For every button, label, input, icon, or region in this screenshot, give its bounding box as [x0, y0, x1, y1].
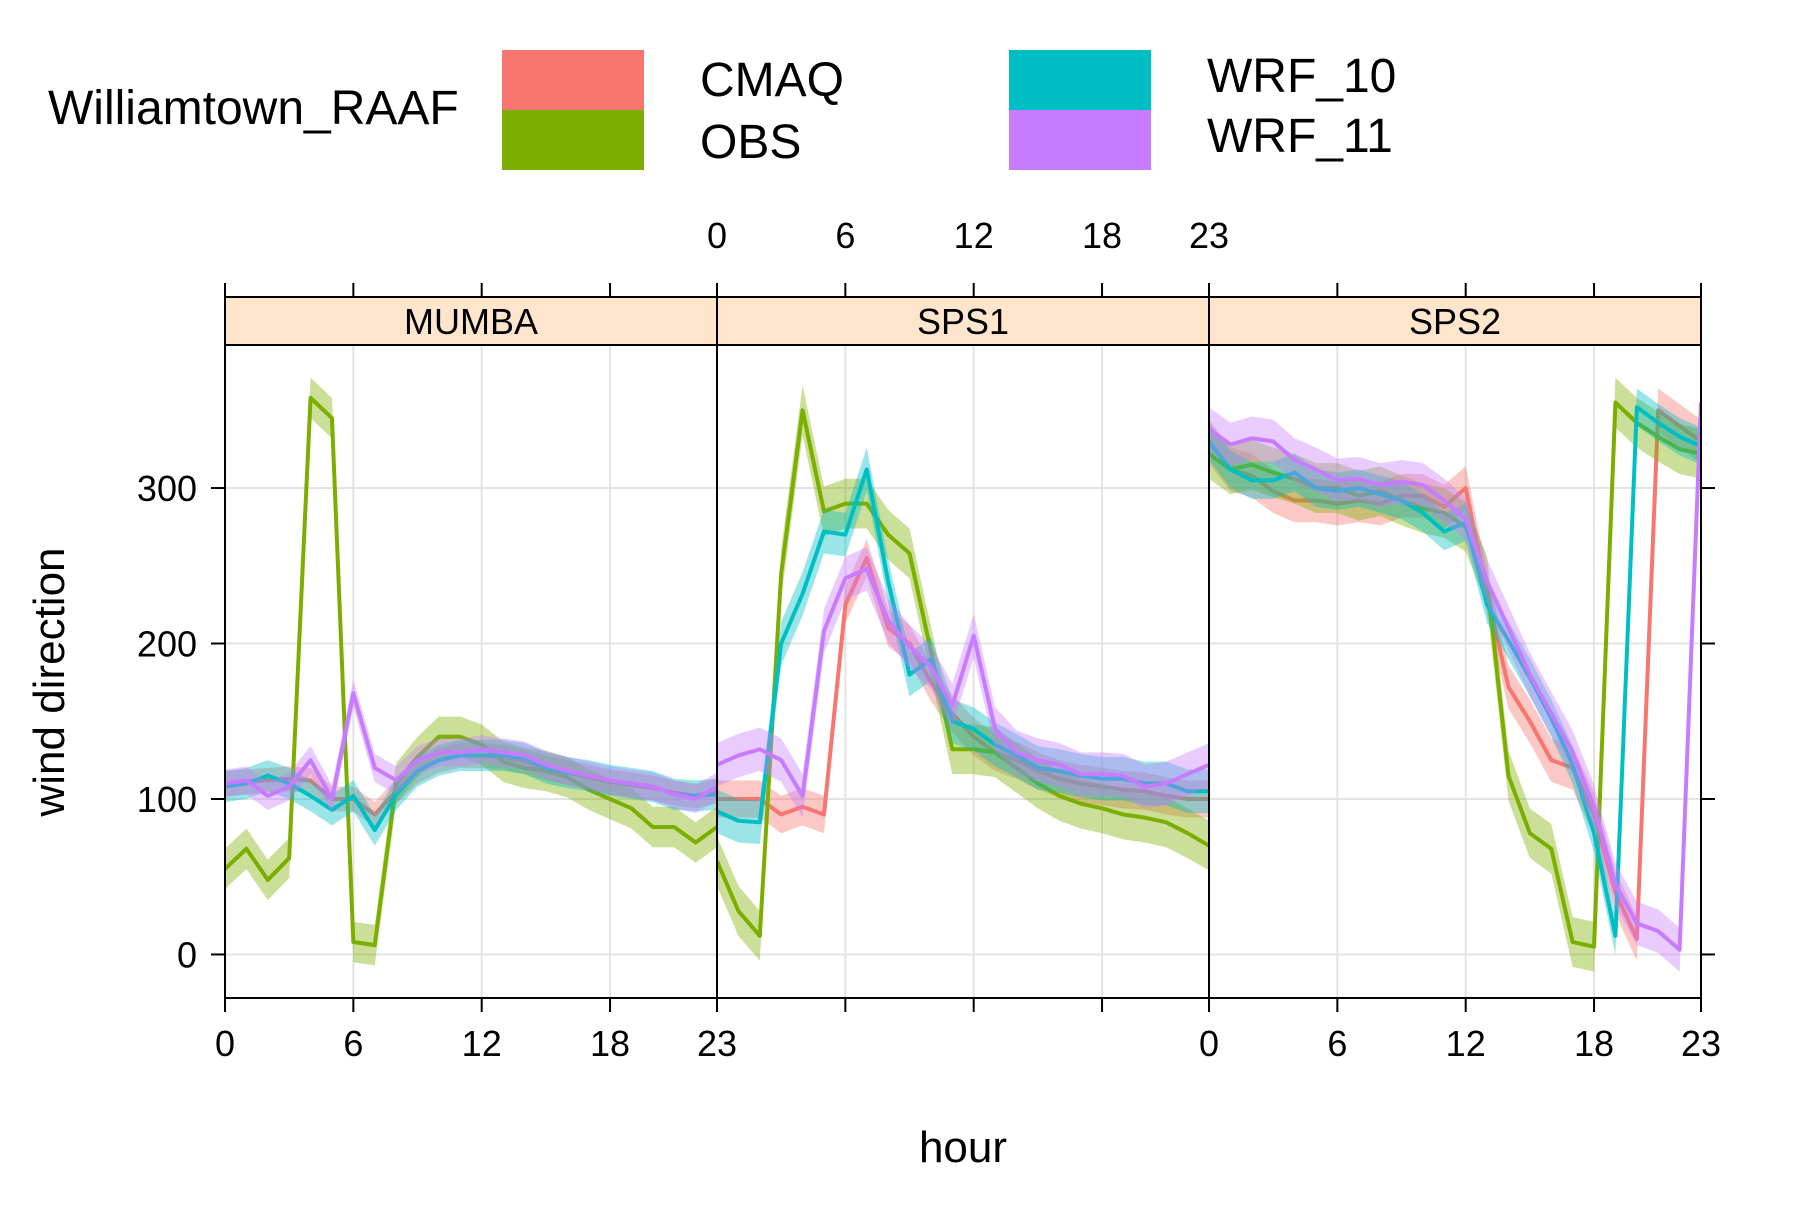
- line-obs-sps2: [1209, 400, 1701, 949]
- x-tick-label: 0: [215, 1023, 235, 1064]
- legend-swatch-obs: [502, 110, 644, 170]
- legend-label-obs: OBS: [700, 116, 801, 169]
- legend-swatch-cmaq: [502, 50, 644, 110]
- x-tick-label: 0: [1199, 1023, 1219, 1064]
- line-wrf11-sps2: [1209, 402, 1701, 952]
- x-axis-title: hour: [919, 1123, 1007, 1172]
- strip-sps2: [1208, 296, 1702, 346]
- plot-area: MUMBA SPS1 SPS2 0 6 12 18 23 0 6 12 18 23 0 6 12 18 23 0 10…: [137, 215, 1721, 1064]
- legend-swatch-wrf10: [1009, 50, 1151, 110]
- x-tick-label: 18: [590, 1023, 630, 1064]
- series-group: [1209, 377, 1701, 972]
- series-group: [717, 385, 1209, 961]
- line-cmaq-sps2: [1209, 408, 1701, 941]
- strip-label-mumba: MUMBA: [404, 301, 538, 342]
- x-tick-label: 12: [1446, 1023, 1486, 1064]
- line-wrf10-sps2: [1209, 405, 1701, 938]
- line-wrf11-sps1: [717, 566, 1209, 798]
- x-tick-label: 18: [1574, 1023, 1614, 1064]
- axes: 0 6 12 18 23 0 6 12 18 23 0 6 12 18 23 0 100 200 300: [137, 215, 1721, 1064]
- panel-sps2: SPS2: [1208, 296, 1702, 999]
- x-tick-label: 23: [1681, 1023, 1721, 1064]
- legend-label-cmaq: CMAQ: [700, 54, 844, 107]
- band-wrf10-sps1: [717, 447, 1209, 845]
- legend-swatch-wrf11: [1009, 110, 1151, 170]
- series-group: [225, 377, 717, 966]
- x-tick-label: 6: [343, 1023, 363, 1064]
- strip-label-sps2: SPS2: [1409, 301, 1501, 342]
- line-obs-mumba: [225, 395, 717, 948]
- y-axis-title: wind direction: [25, 547, 74, 817]
- band-wrf11-sps1: [717, 547, 1209, 818]
- strip-label-sps1: SPS1: [917, 301, 1009, 342]
- panel-mumba: MUMBA: [224, 296, 718, 999]
- line-obs-sps1: [717, 408, 1209, 938]
- y-tick-label: 0: [177, 934, 197, 975]
- x-tick-label: 6: [1327, 1023, 1347, 1064]
- band-cmaq-sps2: [1209, 388, 1701, 961]
- frame: [224, 296, 1702, 999]
- x-tick-label: 12: [462, 1023, 502, 1064]
- legend-label-wrf11: WRF_11: [1207, 110, 1393, 163]
- line-wrf11-mumba: [225, 691, 717, 801]
- legend-label-wrf10: WRF_10: [1207, 50, 1396, 103]
- x-tick-label-top: 23: [1189, 215, 1229, 256]
- x-tick-label-top: 18: [1082, 215, 1122, 256]
- band-obs-sps1: [717, 385, 1209, 961]
- band-wrf10-mumba: [225, 739, 717, 846]
- legend-title: Williamtown_RAAF: [48, 82, 459, 135]
- panel-sps1: SPS1: [716, 296, 1210, 999]
- x-tick-label-top: 0: [707, 215, 727, 256]
- x-tick-label: 23: [697, 1023, 737, 1064]
- legend: Williamtown_RAAF CMAQ OBS WRF_10 WRF_11: [48, 50, 1396, 170]
- y-tick-label: 200: [137, 624, 197, 665]
- y-tick-label: 300: [137, 468, 197, 509]
- band-obs-sps2: [1209, 377, 1701, 972]
- x-tick-label-top: 12: [954, 215, 994, 256]
- y-tick-label: 100: [137, 779, 197, 820]
- x-tick-label-top: 6: [835, 215, 855, 256]
